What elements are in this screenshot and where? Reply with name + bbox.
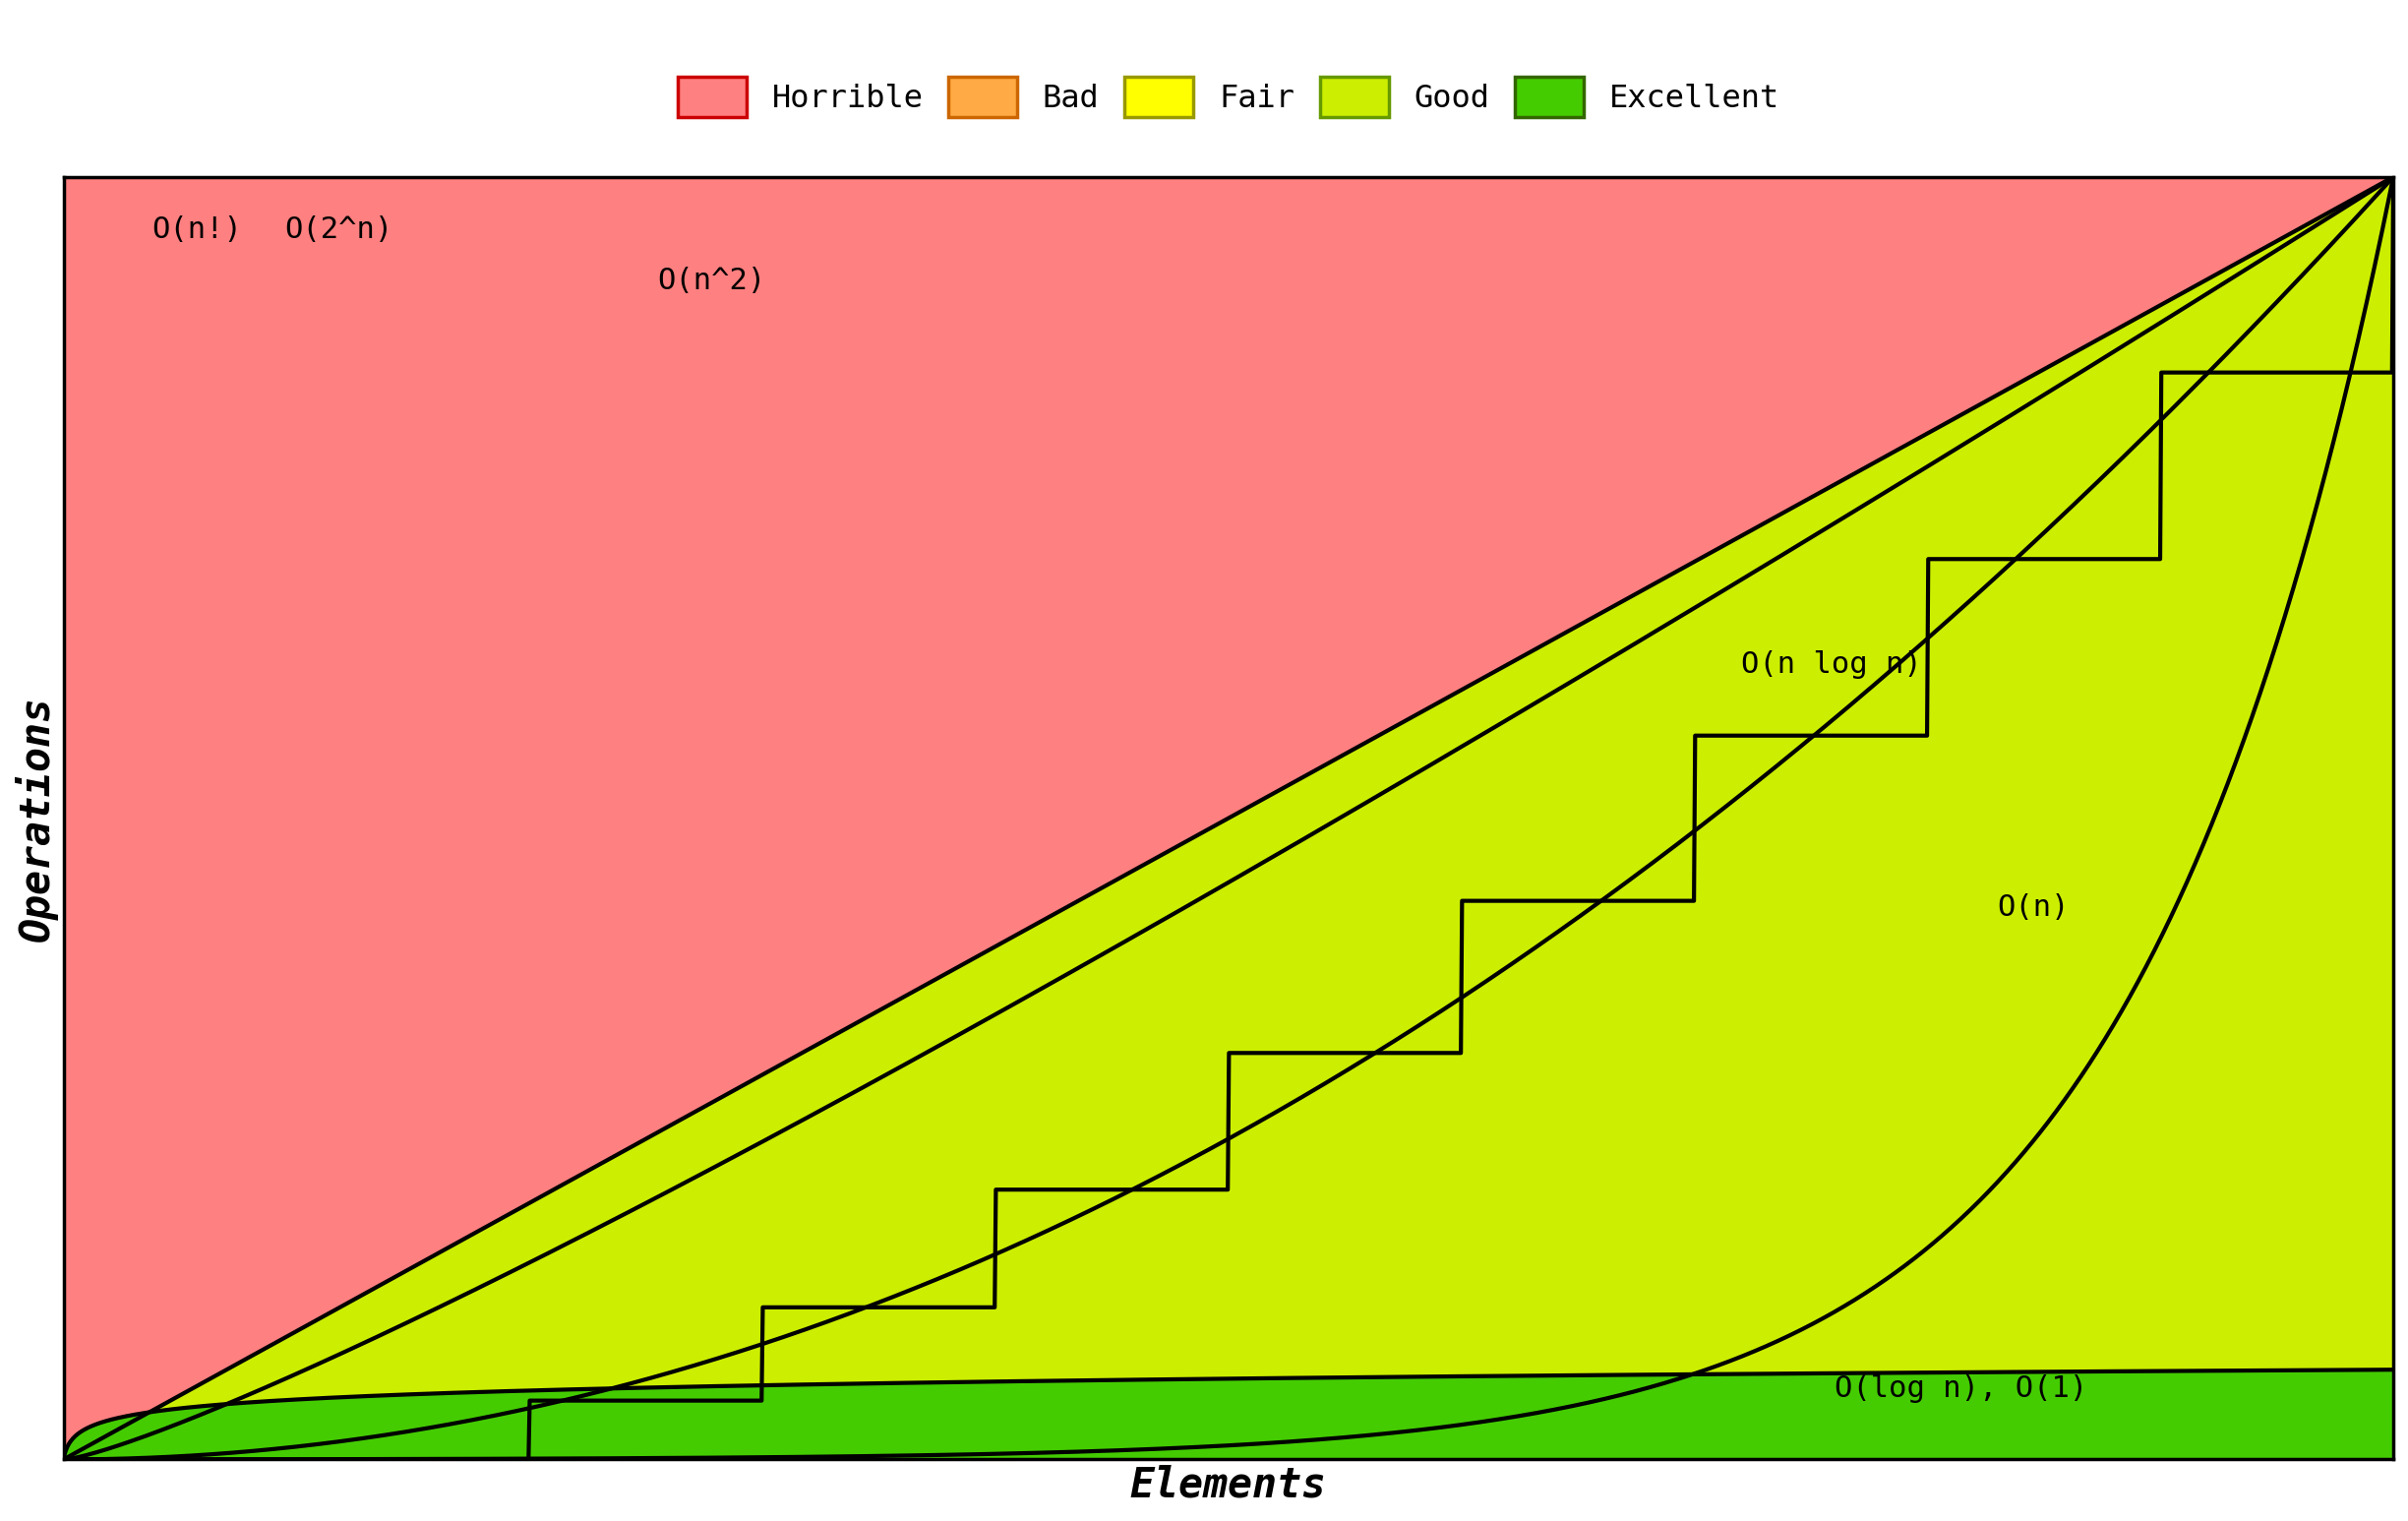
- Text: O(2^n): O(2^n): [284, 216, 393, 243]
- Y-axis label: Operations: Operations: [14, 695, 58, 941]
- X-axis label: Elements: Elements: [1129, 1465, 1327, 1506]
- Legend: Horrible, Bad, Fair, Good, Excellent: Horrible, Bad, Fair, Good, Excellent: [665, 64, 1792, 129]
- Text: O(n!): O(n!): [152, 216, 243, 243]
- Text: O(n^2): O(n^2): [657, 266, 766, 295]
- Text: O(log n), O(1): O(log n), O(1): [1835, 1375, 2088, 1404]
- Text: O(n): O(n): [1996, 894, 2068, 922]
- Text: O(n log n): O(n log n): [1741, 649, 1922, 678]
